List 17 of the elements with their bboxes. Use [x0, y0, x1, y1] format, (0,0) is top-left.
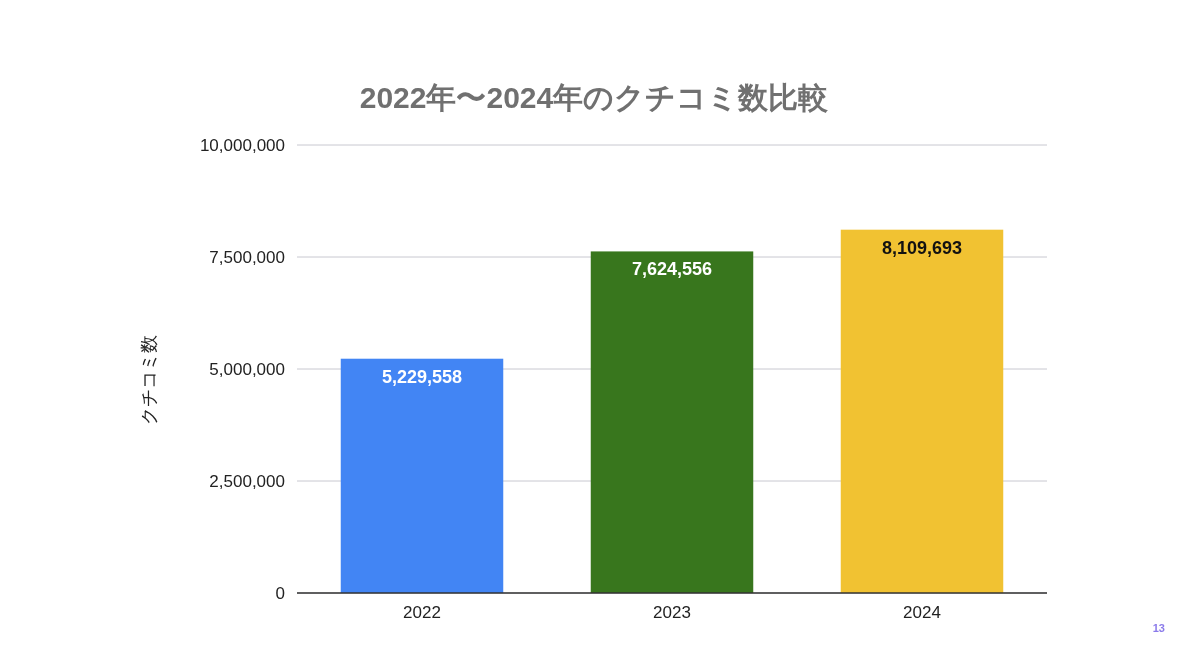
data-label: 7,624,556 — [631, 259, 713, 280]
data-label: 5,229,558 — [381, 366, 463, 387]
text: 13 — [1152, 622, 1165, 634]
data-label: 8,109,693 — [881, 237, 963, 258]
y-tick-label: 7,500,000 — [209, 248, 285, 267]
chart-title: 2022年〜2024年のクチコミ数比較 — [359, 81, 829, 114]
x-tick-label: 2022 — [403, 603, 441, 622]
y-axis-title: クチコミ数 — [139, 335, 159, 425]
bar — [340, 358, 504, 593]
y-tick-label: 5,000,000 — [209, 360, 285, 379]
y-tick-label: 0 — [275, 584, 285, 603]
y-tick-label: 2,500,000 — [209, 472, 285, 491]
y-tick-label: 10,000,000 — [199, 136, 285, 155]
x-tick-label: 2024 — [903, 603, 941, 622]
x-tick-label: 2023 — [653, 603, 691, 622]
bar — [840, 229, 1004, 593]
bar — [590, 251, 754, 593]
